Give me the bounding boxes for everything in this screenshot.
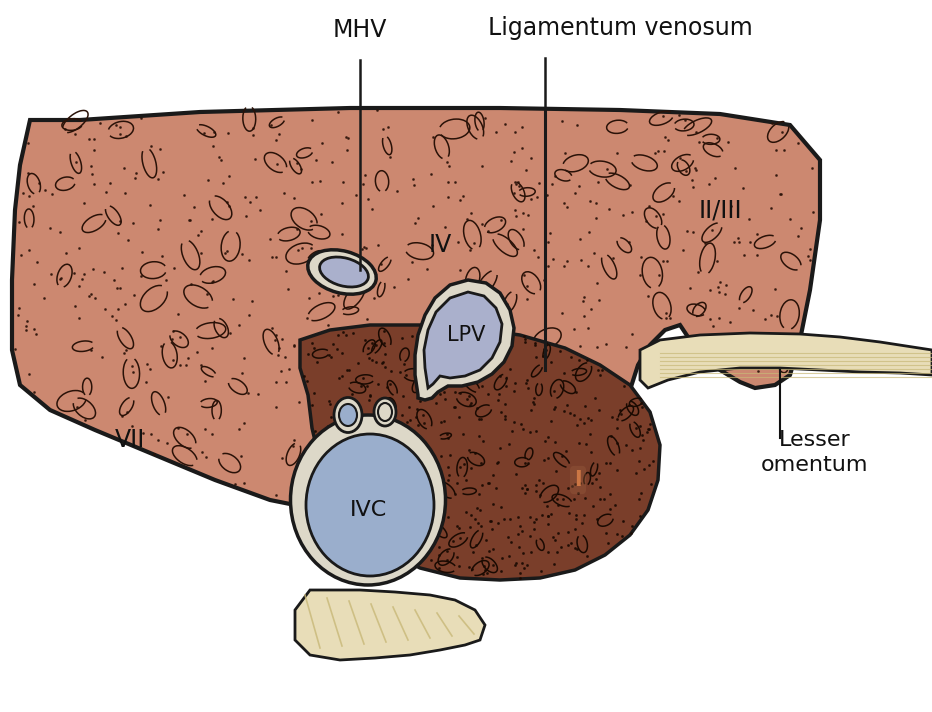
Ellipse shape	[308, 250, 377, 294]
Text: IV: IV	[429, 233, 452, 257]
Polygon shape	[12, 108, 820, 512]
Ellipse shape	[374, 398, 396, 426]
Polygon shape	[424, 292, 502, 388]
Text: Ligamentum venosum: Ligamentum venosum	[487, 16, 752, 40]
Ellipse shape	[378, 403, 392, 421]
Text: II/III: II/III	[698, 198, 742, 222]
Polygon shape	[295, 590, 485, 660]
Text: LPV: LPV	[446, 325, 486, 345]
Ellipse shape	[306, 434, 434, 576]
Polygon shape	[640, 333, 932, 388]
Ellipse shape	[339, 404, 357, 426]
Text: I: I	[574, 470, 582, 490]
Polygon shape	[300, 325, 660, 580]
Text: IVC: IVC	[350, 500, 387, 520]
Ellipse shape	[291, 415, 445, 585]
Text: Lesser: Lesser	[779, 430, 851, 450]
Text: VII: VII	[115, 428, 145, 452]
Ellipse shape	[334, 397, 362, 432]
Text: omentum: omentum	[761, 455, 869, 475]
Text: MHV: MHV	[333, 18, 387, 42]
Polygon shape	[415, 280, 514, 400]
Ellipse shape	[320, 257, 368, 287]
